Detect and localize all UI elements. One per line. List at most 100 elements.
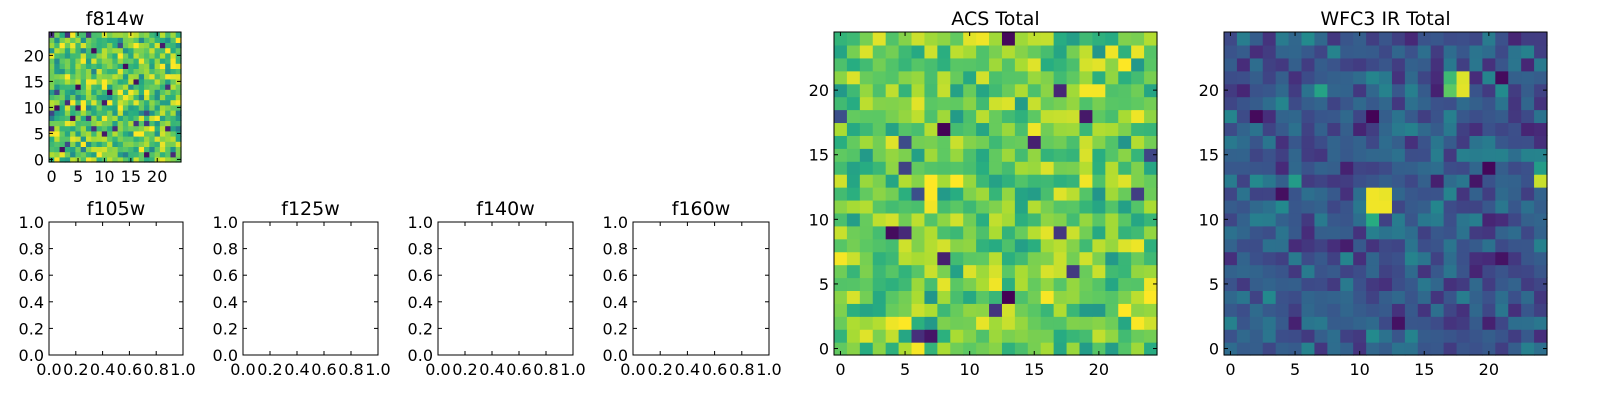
heatmap-cell <box>1001 225 1016 240</box>
heatmap-cell <box>1118 44 1132 59</box>
heatmap-cell <box>924 264 938 279</box>
heatmap-cell <box>1379 199 1393 214</box>
heatmap-cell <box>170 146 177 153</box>
heatmap-cell <box>80 32 87 38</box>
heatmap-cell <box>963 174 977 188</box>
heatmap-cell <box>1534 109 1548 124</box>
heatmap-cell <box>1366 148 1380 162</box>
heatmap-cell <box>96 63 103 69</box>
heatmap-cell <box>144 151 150 158</box>
heatmap-cell <box>1314 122 1328 136</box>
heatmap-cell <box>59 37 66 43</box>
heatmap-cell <box>70 136 76 142</box>
heatmap-cell <box>1430 251 1445 266</box>
heatmap-cell <box>70 52 76 59</box>
heatmap-cell <box>1495 32 1509 46</box>
heatmap-cell <box>122 58 129 64</box>
heatmap-cell <box>924 290 938 304</box>
heatmap-cell <box>1430 238 1445 253</box>
heatmap-cell <box>112 78 119 85</box>
heatmap-cell <box>1534 277 1548 291</box>
heatmap-cell <box>1353 32 1367 46</box>
heatmap-cell <box>1066 264 1081 279</box>
heatmap-cell <box>950 290 964 304</box>
heatmap-cell <box>989 264 1003 279</box>
heatmap-cell <box>976 251 990 266</box>
heatmap-cell <box>96 68 103 75</box>
heatmap-cell <box>122 136 129 142</box>
heatmap-cell <box>64 78 71 85</box>
heatmap-cell <box>101 141 108 147</box>
heatmap-cell <box>128 136 135 142</box>
heatmap-cell <box>165 37 172 43</box>
heatmap-cell <box>846 135 861 149</box>
heatmap-cell <box>1495 303 1509 317</box>
heatmap-cell <box>950 225 964 240</box>
heatmap-cell <box>1249 109 1264 124</box>
heatmap-cell <box>1340 303 1354 317</box>
heatmap-cell <box>1327 277 1341 291</box>
heatmap-cell <box>175 115 182 121</box>
heatmap-cell <box>1469 96 1483 111</box>
heatmap-cell <box>1144 122 1158 136</box>
heatmap-cell <box>1014 316 1029 330</box>
heatmap-cell <box>70 37 76 43</box>
heatmap-cell <box>1105 316 1119 330</box>
heatmap-cell <box>846 57 861 72</box>
heatmap-cell <box>1144 225 1158 240</box>
heatmap-cell <box>1144 277 1158 291</box>
heatmap-cell <box>75 37 82 43</box>
heatmap-cell <box>1053 122 1068 136</box>
heatmap-cell <box>80 130 87 137</box>
heatmap-cell <box>1053 303 1068 317</box>
heatmap-cell <box>49 63 55 69</box>
heatmap-cell <box>1236 238 1251 253</box>
x-tick-label: 15 <box>1024 360 1044 379</box>
heatmap-cell <box>64 156 71 163</box>
heatmap-cell <box>1327 199 1341 214</box>
heatmap-cell <box>872 212 887 227</box>
heatmap-cell <box>1417 187 1432 201</box>
heatmap-cell <box>70 120 76 127</box>
heatmap-cell <box>149 130 156 137</box>
heatmap-cell <box>85 146 92 153</box>
heatmap-cell <box>70 73 76 80</box>
heatmap-cell <box>154 52 161 59</box>
heatmap-cell <box>112 63 119 69</box>
heatmap-cell <box>1053 44 1068 59</box>
heatmap-cell <box>101 104 108 111</box>
heatmap-cell <box>1391 161 1406 175</box>
heatmap-cell <box>1224 199 1238 214</box>
heatmap-cell <box>122 68 129 75</box>
heatmap-cell <box>963 161 977 175</box>
heatmap-cell <box>859 83 874 98</box>
heatmap-cell <box>1417 83 1432 98</box>
heatmap-cell <box>144 63 150 69</box>
heatmap-cell <box>54 120 61 127</box>
heatmap-cell <box>1456 316 1471 330</box>
heatmap-cell <box>1301 187 1316 201</box>
heatmap-cell <box>1495 316 1509 330</box>
heatmap-cell <box>117 89 124 95</box>
heatmap-cell <box>175 146 182 153</box>
heatmap-cell <box>138 156 145 163</box>
heatmap-cell <box>1262 161 1277 175</box>
heatmap-cell <box>1379 264 1393 279</box>
heatmap-cell <box>1379 109 1393 124</box>
heatmap-cell <box>1249 316 1264 330</box>
heatmap-cell <box>834 161 848 175</box>
heatmap-cell <box>91 42 98 49</box>
heatmap-cell <box>54 110 61 116</box>
heatmap-cell <box>1508 96 1522 111</box>
heatmap-cell <box>1430 225 1445 240</box>
heatmap-cell <box>107 94 113 101</box>
heatmap-cell <box>1353 238 1367 253</box>
heatmap-cell <box>159 146 166 153</box>
heatmap-cell <box>1379 32 1393 46</box>
heatmap-cell <box>75 58 82 64</box>
heatmap-cell <box>1469 290 1483 304</box>
heatmap-cell <box>85 68 92 75</box>
heatmap-cell <box>1144 148 1158 162</box>
heatmap-cell <box>1301 174 1316 188</box>
heatmap-cell <box>170 73 177 80</box>
